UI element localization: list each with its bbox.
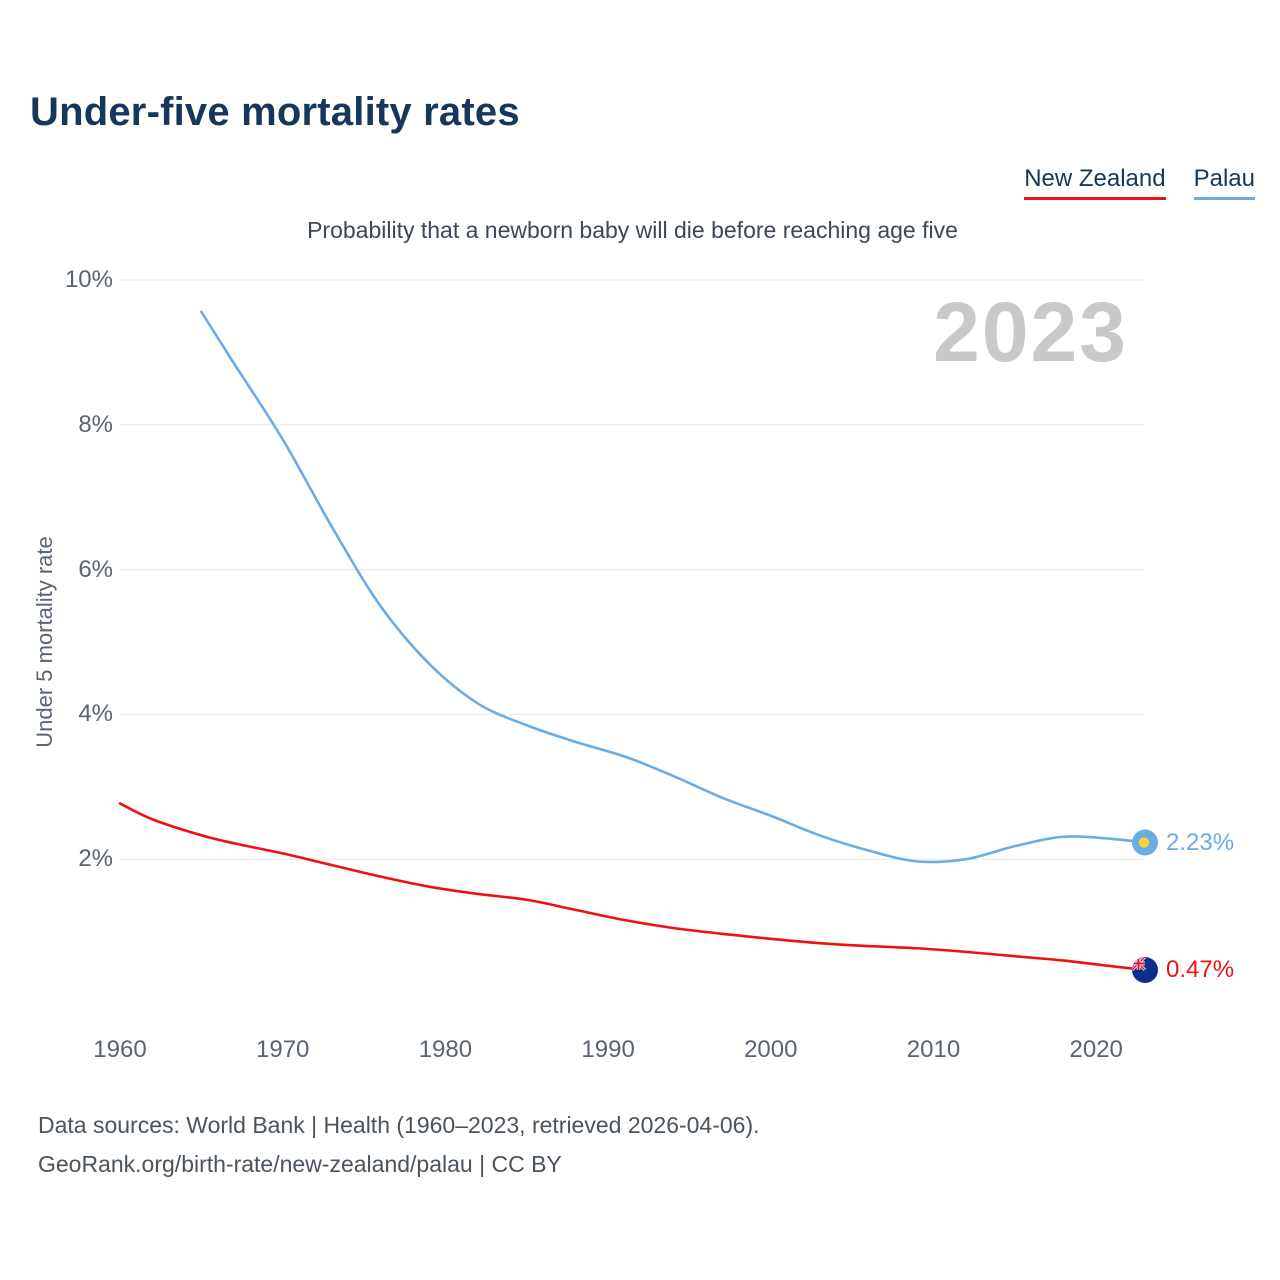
series-line-new-zealand bbox=[118, 802, 1147, 972]
y-tick-label: 2% bbox=[78, 845, 113, 873]
legend: New Zealand Palau bbox=[1024, 165, 1255, 200]
x-tick-label: 1990 bbox=[581, 1036, 635, 1063]
x-tick-label: 2010 bbox=[906, 1036, 961, 1063]
legend-item-palau[interactable]: Palau bbox=[1193, 165, 1255, 200]
y-tick-label: 8% bbox=[78, 410, 113, 438]
chart-subtitle: Probability that a newborn baby will die… bbox=[307, 217, 958, 243]
end-marker-new-zealand bbox=[1132, 956, 1158, 983]
footer-sources-line: Data sources: World Bank | Health (1960–… bbox=[38, 1112, 760, 1138]
palau-flag-sun-icon bbox=[1138, 837, 1150, 848]
footer-attribution-line: GeoRank.org/birth-rate/new-zealand/palau… bbox=[38, 1151, 562, 1177]
year-watermark: 2023 bbox=[933, 285, 1128, 379]
end-marker-palau bbox=[1132, 829, 1158, 856]
y-axis-title: Under 5 mortality rate bbox=[32, 536, 57, 748]
legend-item-new-zealand[interactable]: New Zealand bbox=[1024, 165, 1166, 200]
y-tick-label: 10% bbox=[64, 266, 113, 293]
nz-flag-jack-icon bbox=[1132, 956, 1147, 972]
y-tick-label: 6% bbox=[78, 555, 113, 583]
footer: Data sources: World Bank | Health (1960–… bbox=[38, 1106, 760, 1184]
series-line-palau bbox=[200, 310, 1147, 864]
y-tick-label: 4% bbox=[78, 700, 113, 728]
page-title: Under-five mortality rates bbox=[30, 90, 520, 134]
x-tick-label: 1980 bbox=[418, 1036, 473, 1063]
x-tick-label: 2020 bbox=[1069, 1036, 1123, 1063]
x-tick-label: 2000 bbox=[744, 1036, 798, 1063]
x-tick-label: 1970 bbox=[255, 1036, 310, 1063]
x-tick-label: 1960 bbox=[93, 1036, 147, 1063]
end-label-new-zealand: 0.47% bbox=[1166, 955, 1235, 983]
end-label-palau: 2.23% bbox=[1166, 828, 1235, 856]
